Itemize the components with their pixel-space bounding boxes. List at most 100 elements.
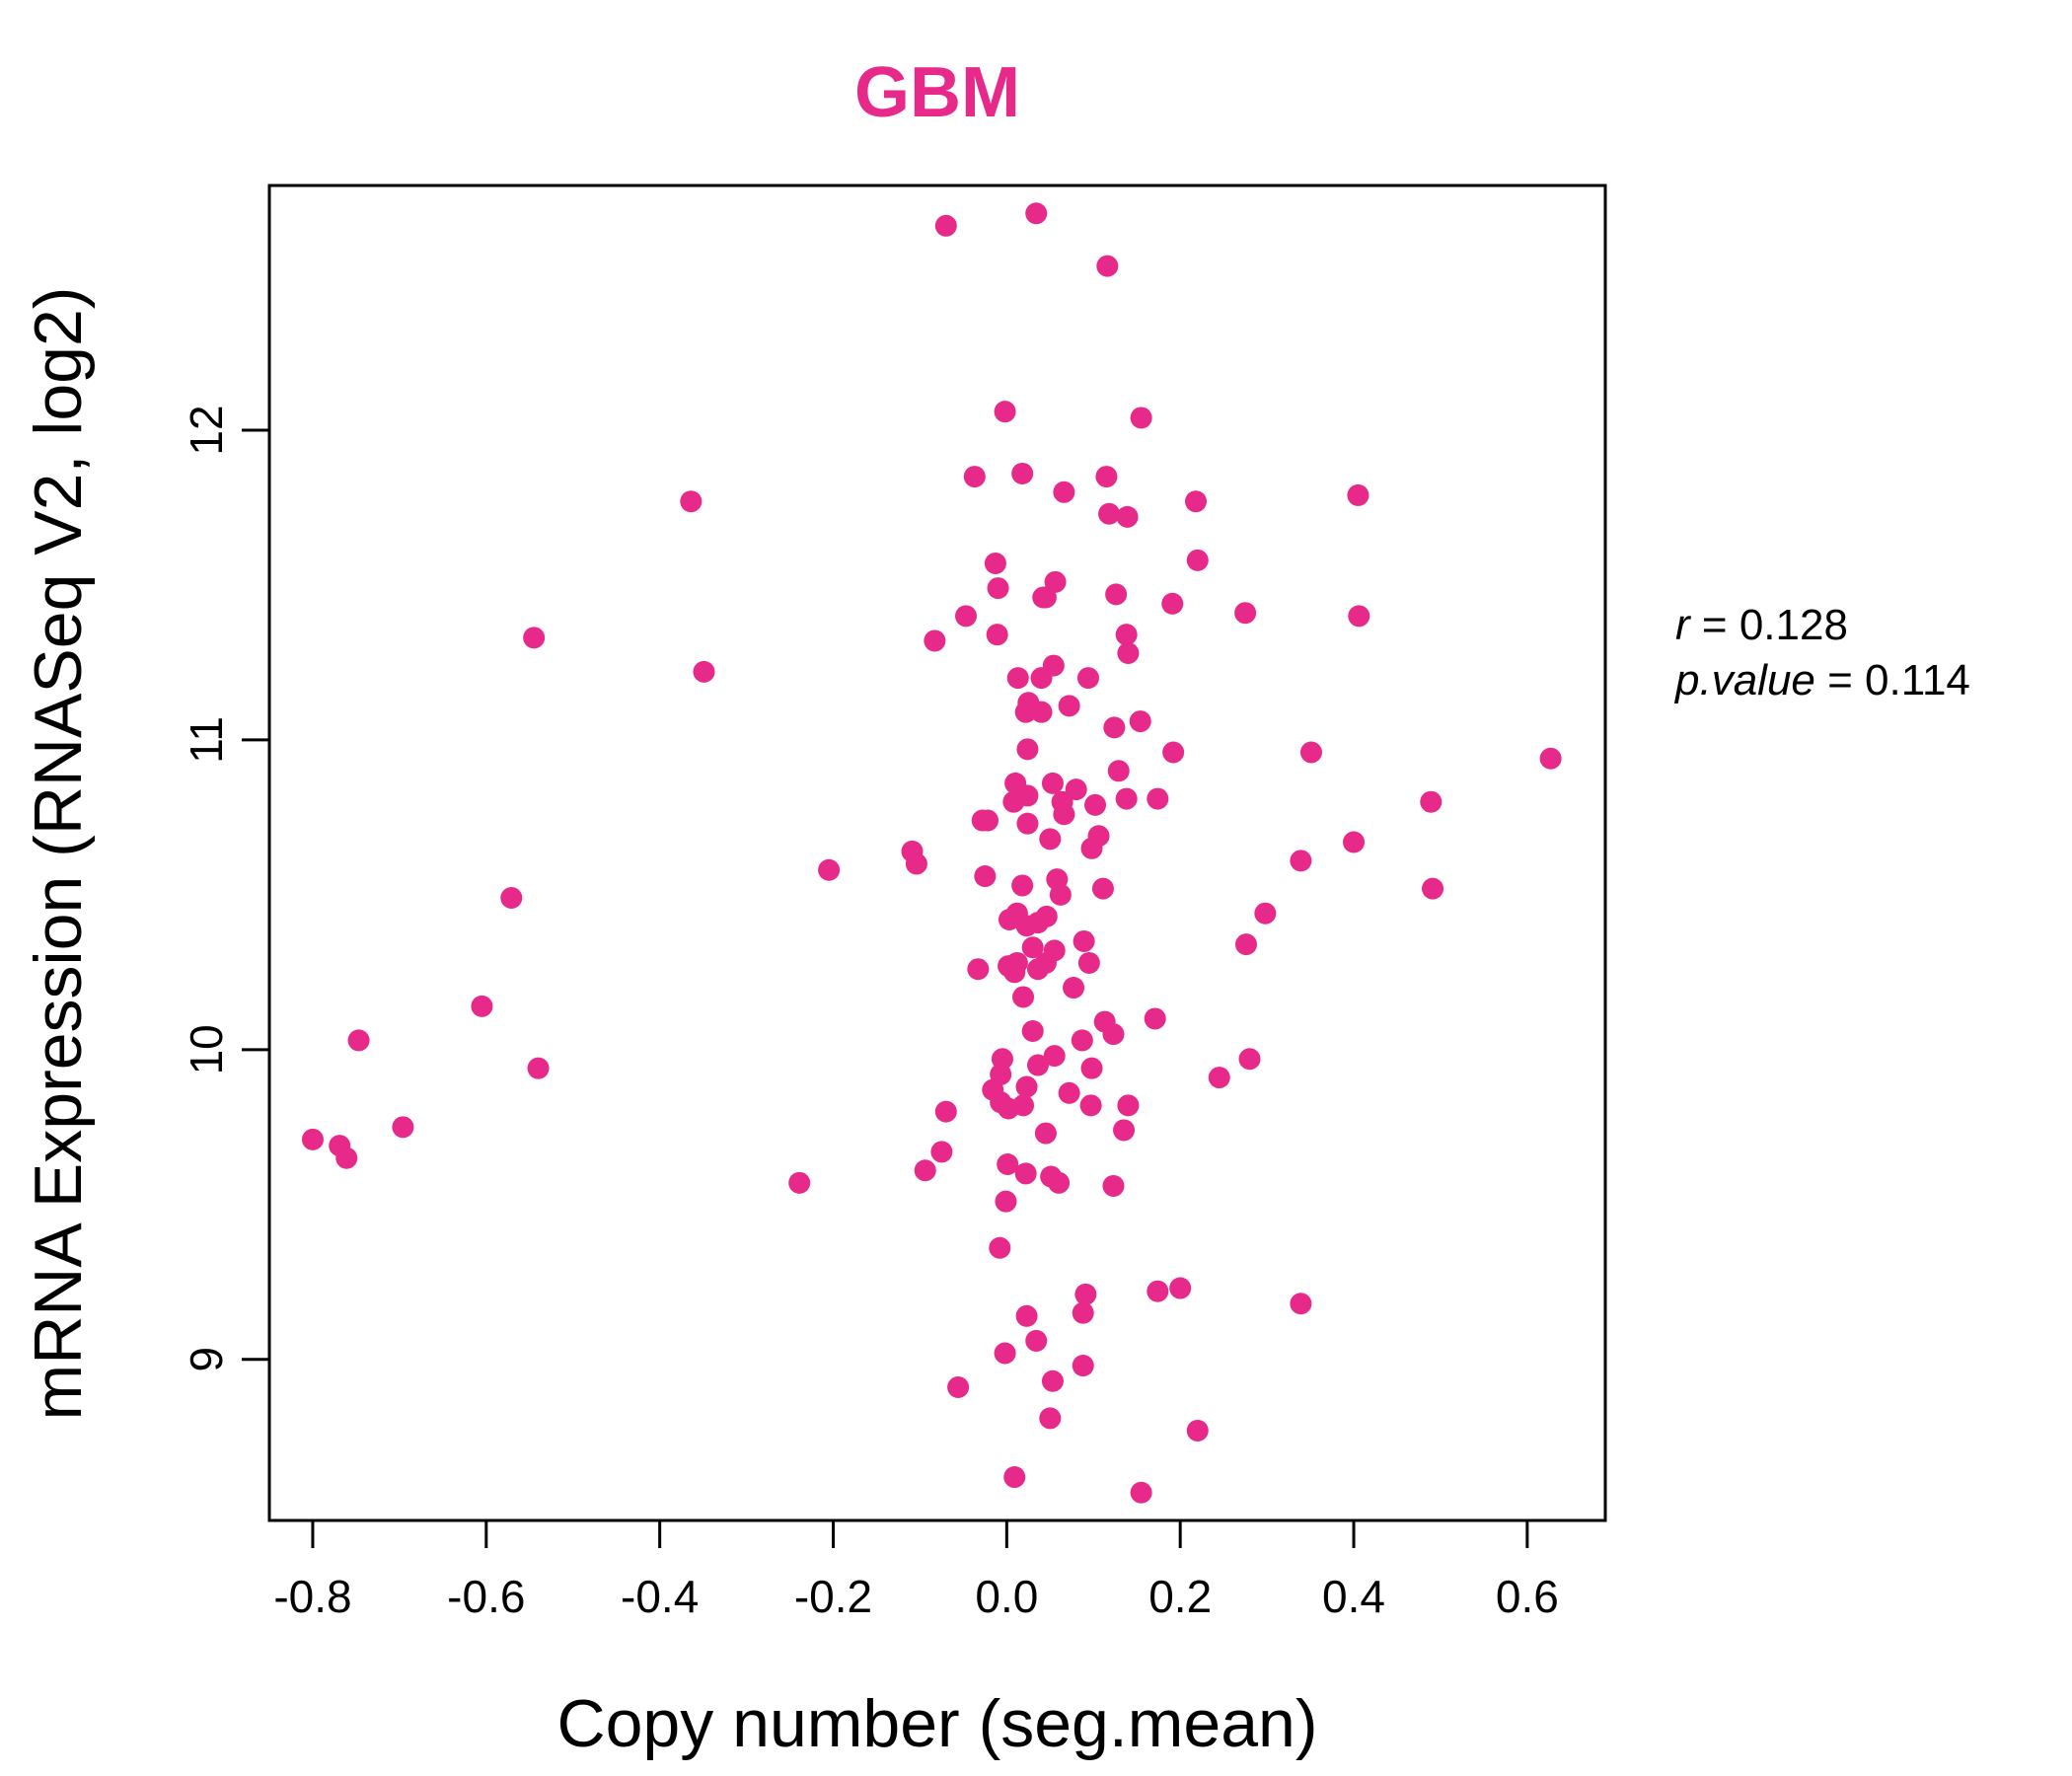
data-point <box>1003 961 1026 984</box>
data-point <box>1129 710 1151 733</box>
data-point <box>1084 793 1107 816</box>
data-point <box>1147 1280 1169 1302</box>
data-point <box>1539 747 1562 770</box>
data-point <box>1186 1419 1209 1442</box>
data-point <box>1011 462 1034 484</box>
data-points <box>301 202 1562 1504</box>
data-point <box>1116 505 1139 528</box>
data-point <box>967 958 990 981</box>
y-axis-label: mRNA Expression (RNASeq V2, log2) <box>21 287 96 1421</box>
y-tick-label: 10 <box>181 1024 232 1074</box>
p-equals: = <box>1815 656 1865 704</box>
data-point <box>693 660 715 683</box>
data-point <box>1044 570 1067 593</box>
data-point <box>1014 1162 1037 1185</box>
data-point <box>986 624 1008 646</box>
data-point <box>1254 902 1277 925</box>
data-point <box>1053 481 1075 503</box>
data-point <box>1030 701 1053 723</box>
data-point <box>924 629 946 652</box>
data-point <box>1065 778 1087 801</box>
data-point <box>997 1152 1019 1175</box>
data-point <box>1343 831 1366 853</box>
data-point <box>1234 602 1257 625</box>
data-point <box>1162 741 1185 764</box>
data-point <box>1185 490 1208 513</box>
data-point <box>1041 1369 1064 1392</box>
data-point <box>1290 850 1312 872</box>
correlation-stats: r = 0.128 p.value = 0.114 <box>1673 601 1970 704</box>
data-point <box>1049 883 1072 906</box>
data-point <box>1015 1304 1038 1327</box>
y-tick-label: 9 <box>181 1347 232 1372</box>
data-point <box>1422 877 1444 900</box>
x-tick-label: 0.6 <box>1496 1571 1559 1622</box>
data-point <box>1006 667 1029 690</box>
x-tick-label: -0.2 <box>794 1571 872 1622</box>
data-point <box>1130 407 1152 429</box>
x-tick-label: 0.2 <box>1148 1571 1212 1622</box>
data-point <box>1058 1081 1080 1104</box>
data-point <box>818 858 841 881</box>
data-point <box>335 1147 358 1169</box>
data-point <box>788 1171 811 1194</box>
data-point <box>1147 787 1169 810</box>
data-point <box>1026 958 1049 981</box>
data-point <box>1077 951 1100 974</box>
data-point <box>1012 986 1035 1008</box>
data-point <box>976 809 999 832</box>
data-point <box>1238 1048 1261 1071</box>
data-point <box>1011 874 1034 897</box>
data-point <box>1113 1119 1136 1142</box>
data-point <box>1095 466 1118 488</box>
data-point <box>527 1057 550 1079</box>
x-tick-label: -0.4 <box>621 1571 699 1622</box>
p-value: 0.114 <box>1865 656 1970 704</box>
data-point <box>1186 549 1209 571</box>
data-point <box>1079 1094 1102 1117</box>
data-point <box>1169 1277 1192 1299</box>
data-point <box>1098 502 1121 525</box>
data-point <box>1208 1067 1230 1089</box>
data-point <box>1034 586 1057 609</box>
data-point <box>1348 605 1370 628</box>
data-point <box>1014 701 1037 723</box>
data-point <box>680 490 703 513</box>
x-tick-label: 0.4 <box>1322 1571 1385 1622</box>
data-point <box>1115 787 1138 810</box>
x-tick-label: -0.6 <box>447 1571 525 1622</box>
data-point <box>1420 790 1443 813</box>
data-point <box>1103 716 1126 739</box>
data-point <box>1072 1301 1094 1324</box>
data-point <box>994 1342 1016 1365</box>
data-point <box>930 1141 953 1163</box>
p-label: p.value <box>1673 656 1815 704</box>
x-axis: -0.8 -0.6 -0.4 -0.2 0.0 0.2 0.4 0.6 <box>273 1518 1559 1622</box>
data-point <box>905 852 927 875</box>
data-point <box>989 1236 1011 1259</box>
data-point <box>500 887 523 910</box>
x-axis-label: Copy number (seg.mean) <box>556 1686 1317 1761</box>
data-point <box>347 1029 370 1052</box>
data-point <box>974 865 997 888</box>
data-point <box>1058 695 1080 717</box>
data-point <box>1071 1029 1093 1052</box>
data-point <box>1016 738 1039 761</box>
data-point <box>1076 667 1099 690</box>
y-tick-label: 11 <box>181 716 232 764</box>
r-label: r <box>1675 601 1692 649</box>
data-point <box>995 1190 1017 1213</box>
data-point <box>1041 772 1064 794</box>
data-point <box>1347 483 1369 506</box>
data-point <box>1021 936 1044 959</box>
r-value: 0.128 <box>1739 601 1848 649</box>
data-point <box>1039 1407 1062 1430</box>
r-equals: = <box>1690 601 1739 649</box>
data-point <box>1002 790 1025 813</box>
data-point <box>1102 1023 1125 1046</box>
data-point <box>1105 583 1128 606</box>
data-point <box>1025 202 1048 225</box>
data-point <box>1015 1075 1038 1098</box>
data-point <box>1043 1045 1066 1068</box>
data-point <box>1012 1094 1035 1117</box>
